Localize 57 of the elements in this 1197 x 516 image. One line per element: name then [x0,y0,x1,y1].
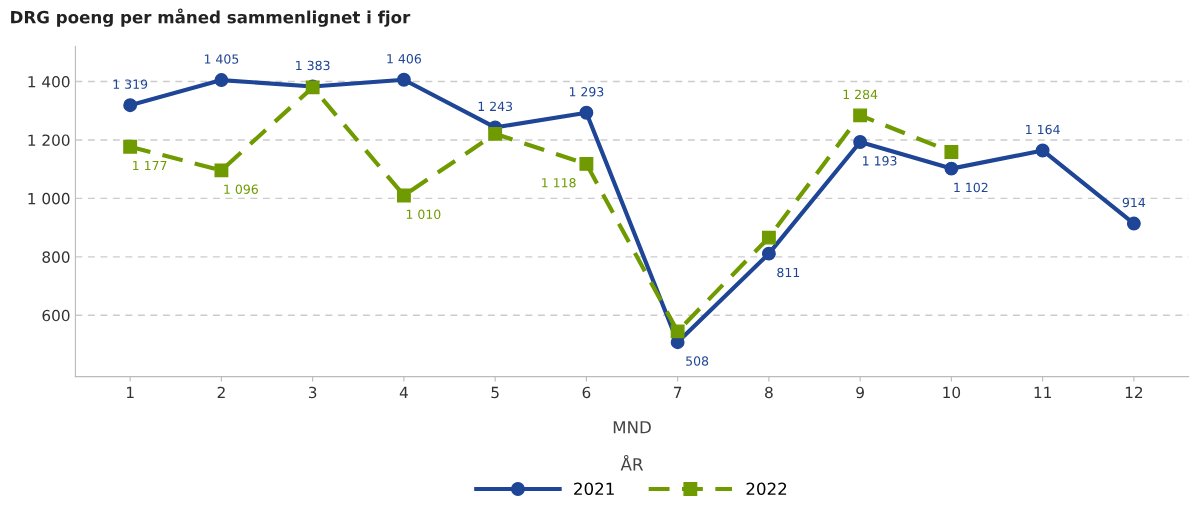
data-label: 1 010 [406,209,441,220]
point [853,135,868,149]
data-label: 811 [777,267,800,278]
data-label: 1 164 [1026,124,1060,135]
x-axis-title: MND [613,421,651,434]
data-label: 914 [1122,197,1146,208]
x-tick-label: 3 [308,386,317,399]
point [123,139,138,154]
point [123,98,138,113]
data-label: 1 243 [478,101,513,112]
point [579,105,594,120]
point [853,108,868,123]
data-label: 1 102 [954,182,988,193]
x-tick-label: 2 [217,386,225,399]
legend-title: ÅR [620,454,644,471]
point [670,324,685,339]
data-label: 508 [686,356,709,366]
point [944,144,959,159]
chart-title: DRG poeng per måned sammenlignet i fjor [11,8,411,27]
point [214,163,229,178]
point [214,73,229,87]
x-tick-label: 12 [1125,386,1143,399]
data-label: 1 284 [843,89,878,100]
point [579,156,594,171]
data-label: 1 406 [387,53,421,64]
x-tick-label: 7 [674,386,682,399]
point [488,126,503,141]
data-label: 1 118 [542,178,576,188]
point [1126,216,1141,231]
data-label: 1 405 [204,54,239,64]
x-tick-label: 6 [582,386,591,399]
x-tick-label: 9 [856,386,864,399]
point [761,230,776,245]
point [396,188,411,203]
x-tick-label: 4 [399,386,408,399]
x-tick-label: 8 [765,386,773,399]
data-label: 1 193 [863,156,897,166]
x-tick-label: 1 [126,386,134,399]
data-label: 1 319 [113,79,148,89]
point [761,246,776,261]
y-tick-label: 1 000 [28,192,70,205]
x-tick-label: 11 [1034,386,1051,399]
data-label: 1 096 [224,184,258,194]
x-tick-label: 10 [943,386,961,399]
point [944,161,959,176]
y-tick-label: 1 200 [28,134,70,146]
y-tick-label: 1 400 [28,75,70,88]
point [1035,143,1050,158]
y-tick-label: 800 [42,251,70,263]
point [396,72,411,87]
legend-label: 2022 [746,482,787,496]
x-tick-label: 5 [491,386,499,399]
data-label: 1 177 [133,160,167,171]
y-tick-label: 600 [42,309,70,322]
data-label: 1 293 [569,87,604,97]
data-label: 1 383 [296,60,330,71]
legend-label: 2021 [574,482,614,496]
